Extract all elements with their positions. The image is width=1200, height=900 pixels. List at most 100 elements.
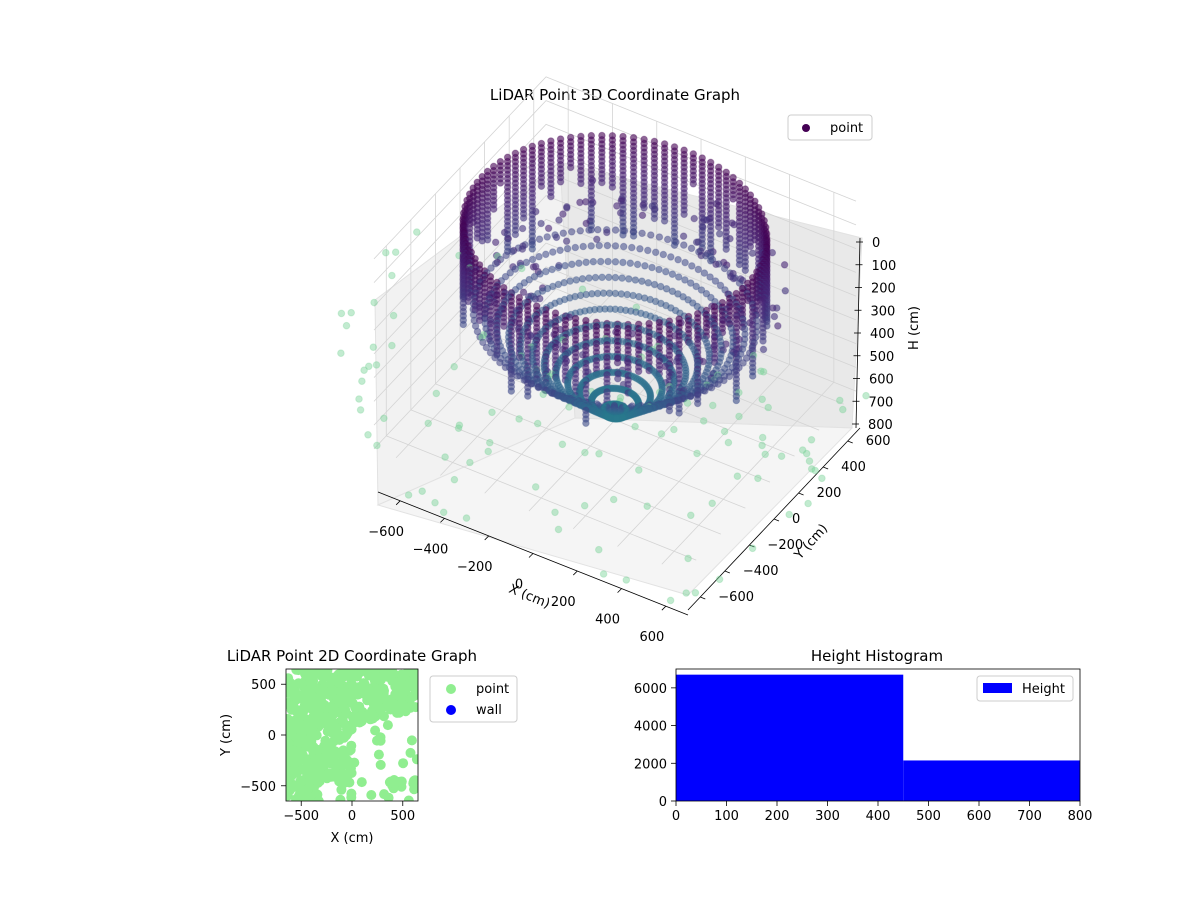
point-3d: [716, 281, 725, 290]
point-3d: [629, 232, 638, 240]
x-axis-label-3d: X (cm): [507, 582, 552, 612]
point-2d: [302, 784, 313, 795]
point-2d: [286, 770, 297, 781]
point-3d: [647, 231, 655, 239]
point-3d: [680, 210, 688, 219]
point-3d: [684, 554, 692, 563]
point-2d: [310, 754, 321, 765]
point-3d: [651, 248, 660, 257]
legend-2d: point wall: [429, 675, 518, 723]
point-3d: [596, 257, 605, 266]
point-3d: [500, 322, 508, 331]
point-3d: [554, 525, 563, 534]
point-3d: [459, 320, 468, 329]
z-tick-label-3d: 400: [870, 327, 895, 342]
y-tick-label-3d: −400: [743, 564, 779, 579]
x-tick-label-hist: 600: [967, 809, 992, 824]
point-2d: [362, 695, 373, 706]
point-3d: [599, 570, 608, 578]
point-3d: [780, 261, 789, 269]
point-3d: [566, 163, 575, 172]
x-tick-3d: [573, 570, 578, 576]
point-3d: [486, 348, 495, 357]
point-3d: [666, 596, 675, 605]
point-3d: [650, 280, 659, 289]
point-3d: [613, 202, 621, 210]
point-3d: [836, 396, 844, 405]
point-3d: [365, 362, 373, 371]
y-tick-label-3d: −600: [718, 590, 754, 605]
chart-3d: LiDAR Point 3D Coordinate Graph −600 −400…: [337, 76, 922, 645]
point-3d: [591, 273, 600, 282]
point-3d: [697, 286, 706, 294]
point-3d: [759, 368, 768, 376]
legend-3d: point: [787, 114, 873, 141]
point-3d: [515, 415, 523, 423]
y-tick-3d: [724, 570, 731, 574]
point-3d: [576, 227, 585, 235]
point-3d: [758, 433, 767, 442]
point-2d: [335, 794, 346, 801]
y-tick-label-3d: 400: [841, 460, 866, 475]
point-2d: [356, 777, 367, 788]
point-3d: [369, 343, 378, 352]
point-3d: [656, 282, 665, 291]
legend-hist: Height: [976, 675, 1074, 702]
legend-label-point-2d: point: [476, 682, 509, 697]
point-3d: [567, 228, 576, 236]
point-3d: [552, 233, 561, 242]
point-3d: [711, 277, 720, 285]
point-3d: [554, 263, 563, 272]
point-3d: [491, 259, 500, 268]
point-3d: [733, 472, 742, 481]
point-3d: [659, 250, 668, 259]
point-3d: [488, 408, 496, 417]
point-3d: [476, 333, 484, 341]
point-3d: [735, 412, 743, 421]
point-3d: [648, 263, 656, 272]
x-tick-label-2d: 500: [390, 809, 415, 824]
point-3d: [631, 276, 640, 284]
point-3d: [618, 274, 626, 282]
point-3d: [462, 514, 471, 522]
z-tick-label-3d: 100: [872, 259, 897, 274]
point-3d: [690, 214, 699, 223]
point-2d: [375, 759, 386, 770]
point-2d: [408, 776, 418, 787]
point-3d: [516, 261, 525, 270]
point-3d: [603, 228, 611, 237]
point-2d: [359, 678, 370, 689]
point-2d: [286, 744, 296, 755]
point-2d: [292, 793, 303, 801]
y-axis-label-2d: Y (cm): [219, 714, 234, 757]
point-3d: [633, 260, 642, 269]
point-3d: [635, 466, 643, 474]
point-3d: [572, 276, 581, 284]
point-3d: [595, 241, 604, 250]
x-tick-label-3d: −400: [413, 542, 449, 557]
x-tick-3d: [617, 588, 622, 593]
point-3d: [655, 233, 664, 241]
point-2d: [286, 790, 293, 801]
point-3d: [798, 446, 807, 454]
point-2d: [354, 701, 365, 712]
point-3d: [441, 453, 449, 461]
point-3d: [807, 465, 816, 473]
point-3d: [547, 192, 555, 201]
x-tick-label-hist: 0: [672, 809, 680, 824]
point-2d: [340, 704, 351, 715]
point-3d: [537, 182, 546, 190]
point-3d: [670, 425, 678, 434]
point-3d: [619, 258, 627, 267]
point-3d: [614, 374, 622, 383]
point-3d: [577, 179, 585, 188]
point-3d: [563, 204, 571, 212]
point-3d: [804, 499, 812, 508]
point-3d: [777, 452, 786, 461]
point-3d: [537, 219, 545, 228]
point-2d: [390, 681, 401, 692]
point-3d: [413, 228, 421, 236]
point-2d: [373, 749, 384, 760]
y-tick-3d: [822, 466, 829, 470]
point-2d: [305, 677, 316, 688]
